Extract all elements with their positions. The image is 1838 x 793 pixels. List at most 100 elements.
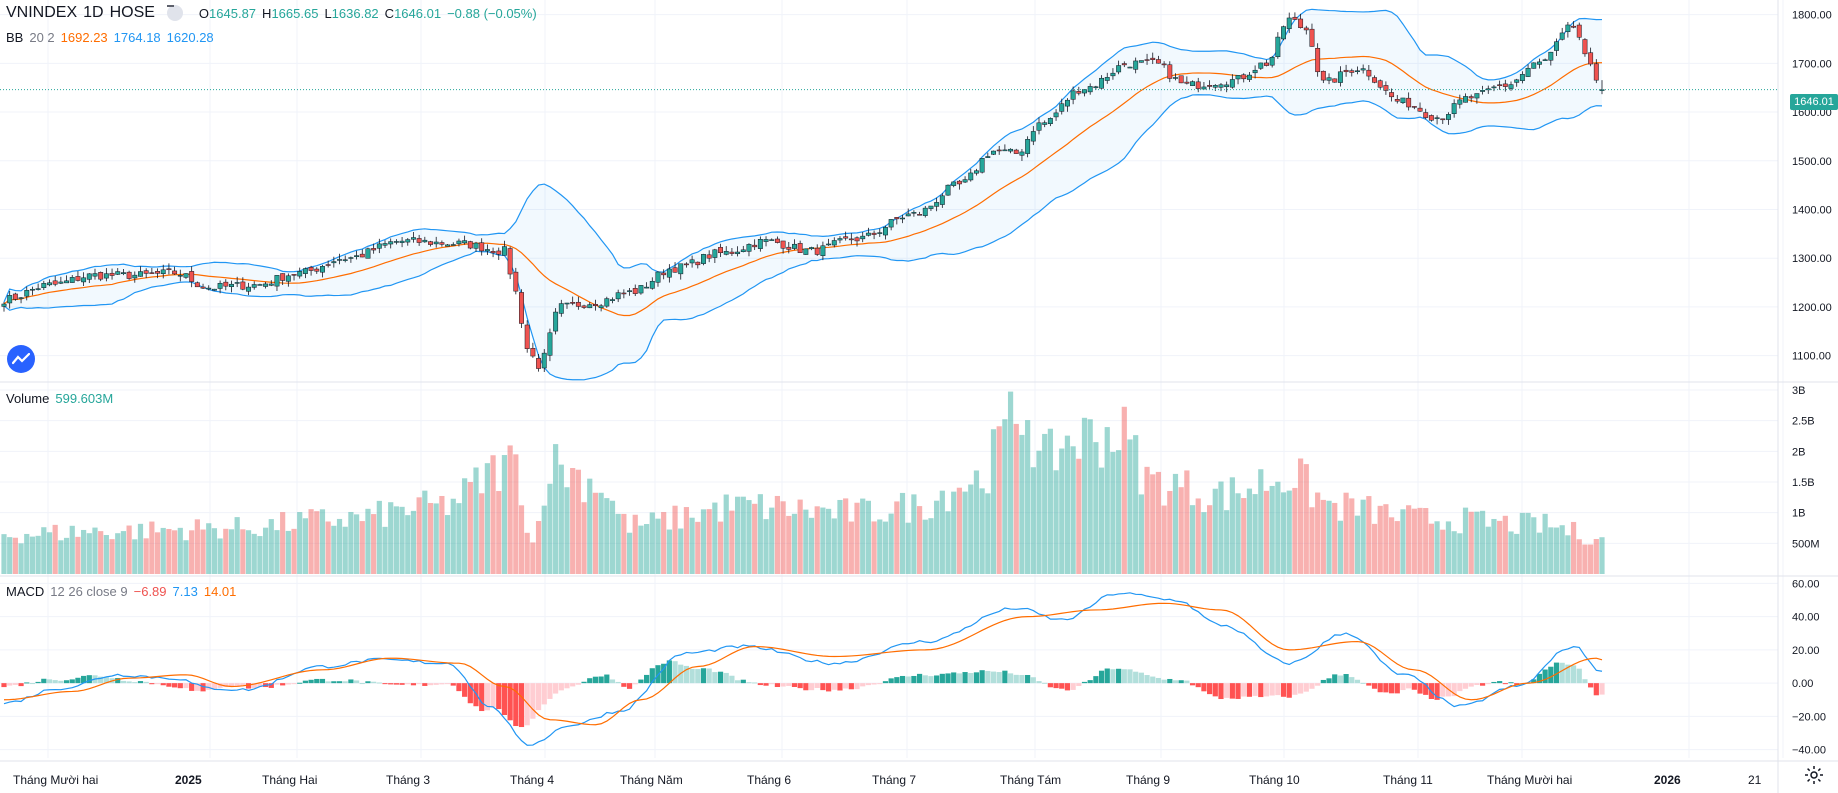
volume-bar: [223, 528, 229, 574]
macd-histogram-bar: [359, 683, 365, 685]
volume-bar: [626, 532, 633, 574]
volume-bar: [450, 498, 456, 574]
candle-body: [848, 238, 854, 241]
candle-body: [211, 288, 217, 291]
volume-bar: [524, 532, 530, 574]
candle-body: [138, 271, 143, 277]
volume-bar: [302, 518, 309, 574]
interval-label[interactable]: 1D: [83, 4, 104, 21]
candle-body: [570, 302, 576, 304]
candle-body: [1508, 84, 1514, 89]
volume-bar: [797, 499, 803, 574]
candle-body: [337, 259, 342, 261]
candle-body: [81, 277, 87, 283]
macd-histogram-bar: [1491, 681, 1497, 684]
candle-body: [143, 270, 149, 274]
volume-bar: [1417, 507, 1423, 574]
macd-histogram-bar: [98, 676, 104, 684]
volume-bar: [319, 509, 326, 574]
candle-body: [1491, 86, 1497, 89]
macd-histogram-bar: [274, 683, 280, 685]
macd-histogram-bar: [319, 678, 326, 684]
macd-tick-label: −40.00: [1792, 745, 1826, 757]
volume-bar: [757, 494, 763, 574]
symbol-name[interactable]: VNINDEX: [6, 4, 78, 21]
volume-bar: [752, 503, 758, 574]
candle-body: [411, 237, 416, 240]
candle-body: [553, 311, 559, 332]
macd-histogram-bar: [689, 668, 695, 684]
volume-bar: [689, 517, 695, 574]
macd-legend[interactable]: MACD 12 26 close 9 −6.89 7.13 14.01: [6, 584, 236, 599]
macd-histogram-bar: [774, 683, 781, 688]
volume-bar: [513, 454, 519, 574]
volume-bar: [1525, 512, 1531, 574]
volume-bar: [706, 509, 712, 574]
macd-histogram-bar: [1070, 683, 1076, 690]
volume-bar: [285, 530, 291, 574]
macd-histogram-bar: [1303, 683, 1309, 692]
volume-bar: [58, 540, 64, 574]
candle-body: [536, 358, 542, 369]
candle-body: [1184, 81, 1190, 84]
minus-icon[interactable]: [166, 5, 183, 21]
volume-bar: [1599, 537, 1605, 574]
macd-histogram-bar: [18, 683, 24, 687]
candle-body: [1440, 118, 1446, 121]
candle-body: [1303, 27, 1309, 31]
volume-bar: [1462, 507, 1469, 574]
candle-body: [1087, 86, 1093, 93]
macd-histogram-bar: [951, 672, 957, 684]
candle-body: [1036, 122, 1042, 131]
candle-body: [496, 250, 502, 255]
candle-body: [1565, 24, 1571, 33]
candle-body: [1474, 93, 1480, 99]
macd-histogram-bar: [553, 683, 559, 694]
volume-bar: [1093, 442, 1099, 574]
candle-body: [1150, 57, 1156, 60]
candle-body: [956, 180, 962, 185]
macd-histogram-bar: [462, 683, 468, 697]
candle-body: [581, 305, 587, 308]
time-label: Tháng 11: [1383, 773, 1433, 787]
candle-body: [320, 266, 325, 273]
volume-bar: [1007, 391, 1014, 574]
volume-bar: [939, 490, 945, 574]
volume-bar: [1440, 529, 1446, 574]
volume-bar: [695, 521, 701, 574]
volume-bar: [1002, 419, 1008, 574]
candle-body: [1355, 70, 1360, 72]
candle-body: [1536, 61, 1542, 65]
bb-legend[interactable]: BB 20 2 1692.23 1764.18 1620.28: [6, 30, 214, 45]
candle-body: [723, 251, 729, 255]
candle-body: [507, 248, 513, 275]
tradingview-logo-icon[interactable]: [7, 345, 35, 373]
candle-body: [149, 272, 155, 274]
gear-icon[interactable]: [1804, 765, 1824, 785]
candle-body: [1389, 92, 1395, 98]
candle-body: [1320, 70, 1326, 81]
macd-histogram-bar: [393, 683, 399, 685]
macd-histogram-bar: [666, 660, 672, 684]
candle-body: [172, 270, 178, 275]
candle-body: [229, 283, 234, 287]
volume-bar: [120, 531, 127, 574]
volume-bar: [1138, 494, 1144, 574]
candle-body: [524, 324, 530, 349]
macd-histogram-bar: [75, 677, 81, 684]
volume-bar: [240, 529, 246, 574]
volume-bar: [1201, 512, 1207, 574]
candle-body: [1133, 60, 1139, 70]
candle-body: [1343, 69, 1349, 73]
candle-body: [1070, 90, 1076, 100]
bb-lower-value: 1620.28: [166, 30, 214, 45]
macd-histogram-bar: [1161, 679, 1167, 684]
volume-legend[interactable]: Volume 599.603M: [6, 391, 113, 406]
macd-histogram-bar: [422, 683, 428, 686]
macd-histogram-bar: [1167, 678, 1173, 684]
low-label: L: [324, 5, 332, 21]
candle-body: [234, 282, 240, 284]
macd-histogram-bar: [1485, 683, 1491, 685]
candle-body: [92, 273, 98, 277]
